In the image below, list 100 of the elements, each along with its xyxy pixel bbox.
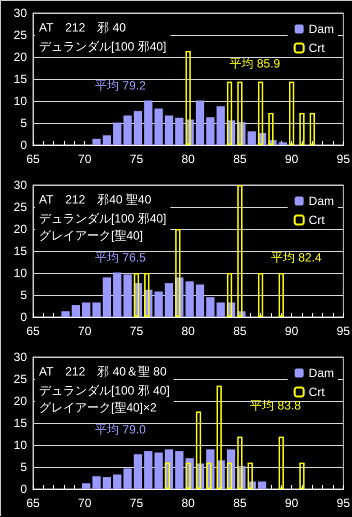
x-tick-label: 70	[78, 496, 92, 510]
y-tick-label: 0	[20, 138, 28, 152]
x-tick-label: 85	[233, 324, 247, 338]
y-tick-label: 0	[20, 310, 28, 324]
bar	[154, 291, 163, 317]
bar	[164, 462, 170, 489]
y-tick-label: 10	[14, 266, 28, 280]
bar	[226, 273, 232, 317]
annotation: 平均 85.9	[230, 56, 281, 71]
legend-label: Dam	[308, 194, 334, 208]
x-tick-label: 95	[336, 324, 350, 338]
x-tick-label: 70	[78, 324, 92, 338]
y-tick-label: 15	[14, 244, 28, 258]
bar	[102, 277, 112, 317]
x-tick-label: 75	[130, 324, 144, 338]
bar	[113, 474, 122, 489]
bar	[134, 454, 142, 489]
x-tick-label: 80	[181, 152, 196, 166]
y-tick-label: 10	[14, 94, 28, 108]
x-tick-label: 75	[130, 152, 144, 166]
bar	[196, 284, 204, 317]
bar	[258, 273, 264, 317]
y-tick-label: 20	[14, 394, 28, 408]
x-tick-label: 85	[233, 152, 247, 166]
annotation: 平均 79.0	[95, 422, 146, 437]
bar	[216, 302, 225, 317]
bar	[258, 482, 266, 489]
bar	[216, 386, 222, 489]
bar	[299, 462, 305, 489]
legend-label: Crt	[308, 41, 326, 55]
bar	[154, 108, 163, 145]
x-tick-label: 85	[233, 496, 247, 510]
legend-label: Dam	[308, 366, 334, 380]
x-tick-label: 95	[336, 496, 350, 510]
x-tick-label: 70	[78, 152, 92, 166]
text: AT 212 邪 40	[39, 20, 126, 34]
y-tick-label: 5	[20, 288, 28, 302]
bar	[278, 273, 284, 317]
x-tick-label: 90	[284, 152, 299, 166]
y-tick-label: 0	[20, 482, 28, 496]
bar	[113, 272, 122, 317]
bar	[206, 297, 214, 317]
x-tick-label: 80	[181, 324, 196, 338]
bar	[82, 483, 90, 489]
y-tick-label: 20	[14, 50, 28, 64]
bar	[92, 302, 101, 317]
bar	[82, 302, 90, 317]
x-tick-label: 65	[26, 152, 40, 166]
text: デュランダル[100 邪40] グレイアーク[聖40]	[39, 212, 166, 242]
bar	[206, 462, 212, 489]
bar	[186, 50, 191, 145]
y-tick-label: 30	[14, 178, 28, 192]
bar	[123, 116, 132, 145]
bar	[237, 82, 243, 145]
bar	[299, 112, 305, 145]
bar	[237, 436, 243, 489]
bar	[258, 82, 264, 145]
bar	[175, 118, 184, 145]
bar	[123, 468, 132, 489]
bar	[164, 283, 174, 317]
bar	[248, 131, 256, 145]
bar	[123, 274, 132, 317]
y-tick-label: 25	[14, 200, 28, 214]
bar	[61, 311, 70, 317]
y-tick-label: 25	[14, 28, 28, 42]
bar	[134, 111, 142, 145]
bar	[226, 462, 232, 489]
bar	[186, 281, 194, 317]
text: AT 212 邪40 聖40	[39, 192, 152, 206]
bar	[196, 100, 204, 145]
bar	[248, 462, 253, 489]
bar	[144, 451, 152, 489]
bar	[154, 452, 163, 489]
bar	[144, 100, 152, 145]
bar	[102, 477, 112, 489]
legend-label: Dam	[308, 22, 334, 36]
y-tick-label: 30	[14, 6, 28, 20]
x-tick-label: 90	[284, 324, 299, 338]
text: AT 212 邪 40＆聖 80	[39, 364, 167, 378]
bar	[113, 122, 122, 145]
bar	[278, 142, 287, 145]
bar	[310, 112, 315, 145]
bar	[175, 451, 184, 489]
annotation: 平均 79.2	[95, 78, 146, 93]
bar	[288, 82, 294, 145]
bar	[206, 117, 214, 145]
bar	[175, 229, 180, 317]
bar	[134, 273, 140, 317]
bar	[278, 436, 284, 489]
y-tick-label: 10	[14, 438, 28, 452]
legend-label: Crt	[308, 213, 326, 227]
bar	[268, 112, 274, 145]
bar	[72, 305, 80, 317]
text: デュランダル[100 邪 40] グレイアーク[聖40]×2	[39, 384, 170, 414]
y-tick-label: 25	[14, 372, 28, 386]
bar	[237, 185, 243, 317]
x-tick-label: 90	[284, 496, 299, 510]
x-tick-label: 75	[130, 496, 144, 510]
bar	[144, 273, 150, 317]
bar	[102, 135, 112, 145]
